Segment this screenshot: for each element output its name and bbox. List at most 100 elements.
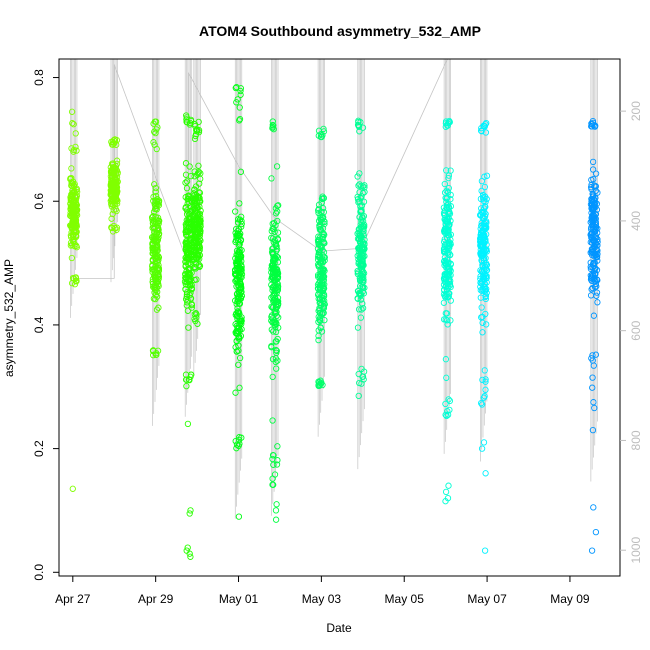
data-point-outlier	[588, 547, 596, 554]
data-point	[274, 229, 282, 236]
data-point	[155, 234, 162, 241]
data-point	[191, 276, 198, 284]
data-point	[235, 361, 242, 368]
data-point	[235, 436, 243, 444]
data-point	[272, 347, 280, 354]
data-point	[197, 175, 204, 183]
data-point	[186, 255, 193, 263]
data-point	[195, 248, 202, 255]
data-point	[315, 382, 322, 390]
data-point	[477, 275, 484, 283]
data-point	[154, 236, 162, 244]
data-point	[149, 283, 157, 291]
data-point	[590, 203, 597, 211]
data-point	[360, 225, 367, 232]
data-point	[153, 145, 160, 153]
data-point	[71, 209, 78, 217]
data-point	[483, 172, 491, 179]
x-tick-label: May 09	[550, 592, 590, 606]
data-point	[315, 273, 322, 281]
y2-tick-label: 1000	[629, 537, 643, 564]
data-point	[320, 128, 328, 135]
data-point	[109, 228, 117, 235]
data-point	[232, 437, 239, 445]
x-tick-label: May 05	[385, 592, 425, 606]
data-point	[355, 392, 362, 400]
data-point	[447, 191, 454, 199]
trace-connector	[238, 165, 276, 219]
data-point	[479, 213, 486, 220]
data-point	[359, 300, 366, 307]
data-point	[155, 220, 162, 227]
data-point	[238, 434, 245, 441]
data-point	[71, 281, 79, 288]
data-point	[155, 265, 163, 272]
data-point	[233, 445, 240, 452]
data-point	[589, 158, 597, 166]
data-point-outlier	[481, 547, 489, 554]
data-point	[478, 187, 485, 195]
data-point	[480, 394, 487, 401]
data-point	[588, 229, 595, 237]
data-point	[315, 336, 322, 344]
data-point	[112, 206, 119, 213]
data-point	[69, 120, 76, 127]
data-point	[234, 330, 241, 337]
data-point	[68, 182, 75, 189]
data-point	[314, 261, 322, 268]
data-point	[196, 180, 203, 187]
data-point	[440, 291, 448, 298]
data-point	[110, 171, 117, 178]
data-point	[273, 365, 280, 372]
data-point	[268, 175, 275, 182]
data-point	[356, 189, 363, 196]
data-point	[268, 343, 275, 350]
data-point	[268, 265, 275, 272]
data-point	[594, 299, 601, 306]
data-point	[185, 324, 192, 331]
data-point	[191, 209, 199, 217]
data-point	[185, 192, 192, 200]
y2-tick-label: 200	[629, 101, 643, 121]
data-point	[442, 276, 450, 283]
data-point	[184, 307, 192, 314]
data-point	[152, 188, 159, 195]
data-point	[193, 231, 200, 238]
data-point	[318, 208, 325, 215]
data-point-outlier	[69, 485, 76, 492]
data-point	[153, 306, 161, 313]
data-point	[72, 233, 80, 241]
data-point	[443, 167, 450, 174]
data-point	[320, 304, 328, 312]
data-point	[186, 270, 193, 277]
data-point	[321, 257, 328, 264]
data-point	[182, 296, 190, 303]
data-point	[354, 173, 361, 180]
data-point	[238, 314, 245, 321]
data-point	[275, 202, 282, 209]
data-point	[235, 283, 242, 290]
data-point	[270, 291, 277, 299]
data-point	[269, 118, 276, 125]
data-point	[269, 373, 276, 381]
data-point	[316, 222, 323, 229]
data-point	[443, 374, 450, 381]
data-point	[152, 349, 160, 357]
data-point	[152, 205, 159, 213]
data-point	[154, 195, 161, 203]
data-point-outlier	[442, 498, 449, 505]
data-point-outlier	[482, 470, 489, 477]
data-point	[152, 129, 159, 137]
data-point	[233, 348, 240, 355]
plot-frame	[58, 58, 621, 577]
data-point	[479, 376, 486, 384]
data-point-outlier	[187, 553, 194, 560]
data-point	[182, 221, 189, 228]
data-point	[182, 271, 189, 279]
data-point	[589, 284, 596, 292]
data-point	[233, 99, 240, 106]
data-point	[193, 244, 201, 251]
data-point	[109, 195, 116, 203]
y-tick-label: 0.0	[32, 564, 46, 581]
trace-connector	[274, 217, 322, 252]
